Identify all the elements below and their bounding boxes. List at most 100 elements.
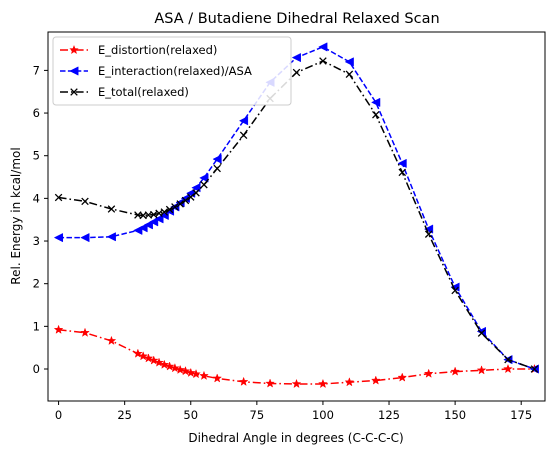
legend-label: E_distortion(relaxed) [98,43,217,57]
x-tick-label: 0 [55,408,62,422]
data-point [171,203,179,211]
legend-item: E_total(relaxed) [60,85,189,99]
y-tick-label: 0 [33,362,40,376]
data-point [476,365,487,375]
data-point [423,368,434,378]
chart-title: ASA / Butadiene Dihedral Relaxed Scan [154,11,439,27]
y-tick-label: 7 [33,63,40,77]
data-point [107,205,116,213]
series-line [58,329,535,385]
data-point [530,365,539,373]
x-tick-label: 75 [250,408,265,422]
y-tick-label: 5 [33,149,40,163]
data-point [265,378,275,388]
data-point [53,324,64,334]
data-point [451,286,459,295]
data-point [181,196,190,205]
series-1 [53,324,540,389]
data-point [154,357,164,367]
legend-marker [69,66,79,76]
data-point [238,116,249,126]
data-point [370,375,381,385]
x-tick-label: 175 [510,408,532,422]
data-point [80,233,90,243]
data-point [319,57,327,65]
data-point [450,366,461,376]
legend-marker [70,88,78,96]
data-point [398,168,407,177]
data-point [397,372,408,382]
y-tick-label: 4 [33,191,40,205]
x-axis-label: Dihedral Angle in degrees (C-C-C-C) [188,431,403,445]
plot-area [53,42,540,389]
data-point [318,42,328,52]
data-point [185,367,196,377]
y-axis-label: Rel. Energy in kcal/mol [9,147,23,284]
data-point [148,217,159,227]
y-tick-label: 1 [33,319,40,333]
data-point [180,366,191,376]
legend-label: E_interaction(relaxed)/ASA [98,64,252,78]
data-point [199,370,209,380]
x-axis: 0 25 50 75 100 125 150 175 [55,401,532,422]
axes-frame [47,31,546,402]
data-point [344,57,354,67]
y-tick-label: 6 [33,106,40,120]
data-point [160,208,169,216]
y-tick-label: 2 [33,277,40,291]
series-line [58,60,535,370]
data-point [345,70,354,78]
data-point [477,329,486,337]
data-point [291,378,302,389]
x-tick-label: 25 [117,408,132,422]
data-point [143,353,154,363]
data-point [53,233,64,243]
legend: E_distortion(relaxed) E_interaction(relax… [52,36,292,106]
data-point [176,200,184,208]
data-point [397,158,407,168]
data-point [159,359,170,369]
data-point [164,361,175,371]
data-point [191,368,201,379]
data-point [138,351,149,361]
data-point [291,52,301,63]
data-point [54,193,63,202]
data-point [106,232,116,242]
x-tick-label: 50 [183,408,198,422]
data-point [371,97,381,107]
legend-box [52,36,292,106]
y-axis: 0 1 2 3 4 5 6 7 [33,63,48,376]
data-point [186,193,195,201]
data-point [154,214,164,224]
data-point [292,68,301,77]
data-point [424,230,433,238]
data-point [372,110,380,119]
x-tick-label: 125 [378,408,400,422]
series-3 [54,57,539,373]
legend-item: E_distortion(relaxed) [60,43,217,57]
data-point [143,220,153,230]
legend-item: E_interaction(relaxed)/ASA [60,64,252,78]
data-point [199,173,209,183]
x-tick-label: 150 [444,408,466,422]
data-point [318,378,328,389]
data-point [170,363,180,373]
data-point [212,154,222,164]
data-point [106,335,117,346]
data-point [503,363,513,374]
data-point [192,189,200,197]
data-point [213,164,221,173]
data-point [504,355,512,364]
legend-marker [69,44,79,55]
legend-label: E_total(relaxed) [98,85,189,99]
data-point [200,180,208,189]
data-point [81,197,89,206]
data-point [138,223,148,233]
data-point [148,355,159,365]
data-point [212,373,223,383]
x-tick-label: 100 [312,408,334,422]
data-point [175,364,186,375]
y-tick-label: 3 [33,234,40,248]
data-point [344,377,355,387]
